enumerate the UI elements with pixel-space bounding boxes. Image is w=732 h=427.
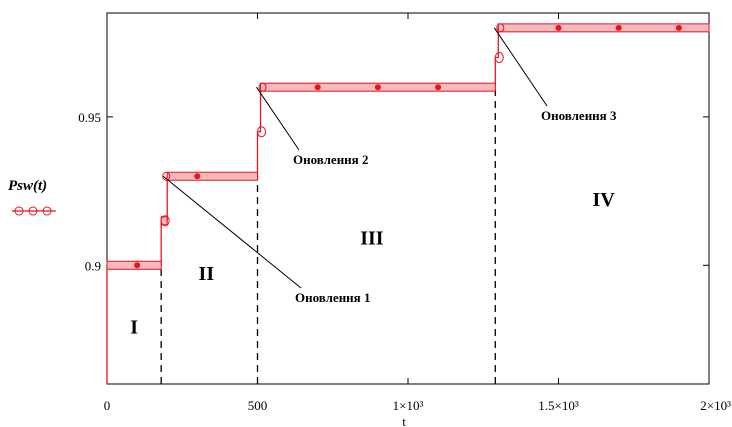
annotation-leader: [493, 27, 548, 107]
plot-frame: [106, 12, 710, 385]
annotation-label: Оновлення 2: [293, 152, 368, 167]
marker-band: [497, 23, 710, 33]
region-label: III: [360, 228, 384, 250]
step-corner-marker: [496, 23, 505, 33]
data-point: [374, 84, 381, 91]
y-tick-label: 0.95: [78, 110, 101, 125]
series-line: [106, 27, 709, 384]
data-point: [675, 24, 682, 31]
region-label: II: [199, 263, 215, 285]
y-axis-label: Psw(t): [8, 178, 47, 194]
data-point: [555, 24, 562, 31]
legend-marker: [14, 206, 24, 216]
annotation-leader: [256, 86, 300, 151]
data-point: [435, 84, 442, 91]
marker-band: [106, 260, 162, 270]
region-label: I: [130, 317, 138, 339]
legend-marker: [28, 206, 38, 216]
region-label: IV: [593, 189, 616, 211]
step-corner-marker: [162, 171, 171, 181]
x-tick-label: 500: [248, 398, 268, 413]
transition-marker: [160, 215, 170, 227]
x-axis-mark: t: [402, 414, 406, 427]
step-corner-marker: [258, 82, 267, 92]
data-point: [615, 24, 622, 31]
y-tick-label: 0.9: [85, 258, 101, 273]
legend-marker: [42, 206, 52, 216]
data-point: [314, 84, 321, 91]
x-tick-label: 2×10³: [700, 398, 731, 413]
annotation-leader: [162, 175, 302, 289]
annotation-label: Оновлення 1: [295, 290, 370, 305]
x-tick-label: 1×10³: [393, 398, 424, 413]
transition-marker: [494, 52, 504, 64]
x-tick-label: 1.5×10³: [538, 398, 579, 413]
transition-marker: [257, 126, 266, 138]
data-point: [194, 173, 201, 180]
x-tick-label: 0: [104, 398, 111, 413]
annotation-label: Оновлення 3: [541, 108, 617, 123]
data-point: [134, 262, 141, 269]
marker-band: [166, 171, 258, 181]
